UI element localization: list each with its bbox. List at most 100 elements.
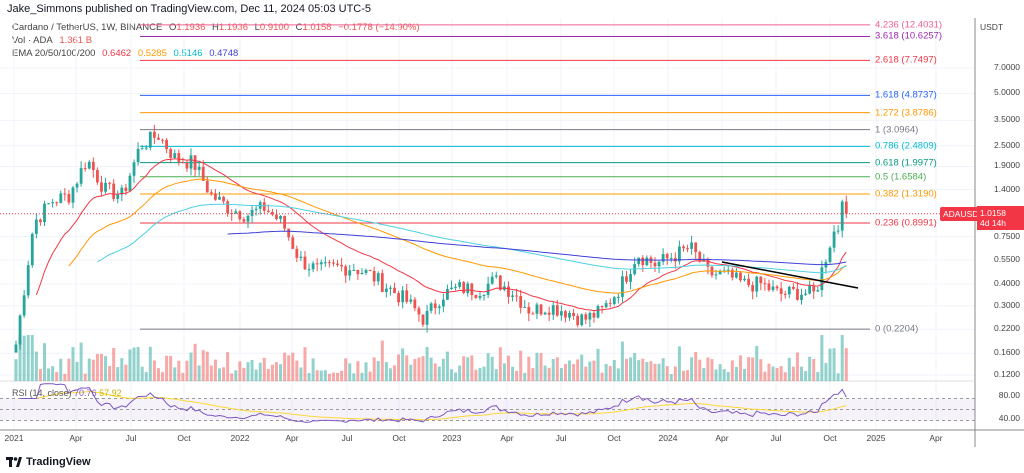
fib-level-label: 1.272 (3.8786): [875, 107, 937, 119]
candle-body: [193, 155, 197, 170]
price-axis-label: 0.5500: [994, 254, 1020, 265]
candle-body: [425, 310, 429, 325]
candle-body: [226, 201, 230, 214]
ema200-value: 0.4748: [209, 48, 239, 59]
currency-label[interactable]: USDT: [980, 22, 1004, 32]
volume-bar: [498, 347, 502, 381]
price-axis-label: 3.5000: [994, 114, 1020, 125]
candle-body: [458, 282, 462, 287]
candle-body: [730, 269, 734, 278]
volume-bar: [470, 355, 474, 381]
ema200-line: [227, 230, 847, 266]
volume-bar: [91, 359, 95, 381]
candle-body: [812, 285, 816, 292]
volume-bar: [55, 371, 59, 381]
volume-bar: [356, 361, 360, 381]
volume-bar: [319, 370, 323, 381]
volume-bar: [279, 364, 283, 381]
high-label: H: [212, 22, 219, 33]
candle-body: [189, 155, 193, 169]
volume-bar: [629, 357, 633, 381]
candle-body: [242, 219, 246, 222]
candle-body: [214, 193, 217, 200]
candle-body: [600, 306, 604, 308]
candle-body: [694, 242, 698, 253]
candle-body: [657, 261, 661, 267]
volume-bar: [669, 374, 673, 381]
volume-bar: [771, 366, 775, 381]
candle-body: [364, 269, 368, 273]
volume-bar: [808, 356, 812, 381]
candle-body: [450, 287, 453, 289]
volume-bar: [177, 360, 181, 381]
candle-body: [539, 304, 543, 315]
candle-body: [515, 295, 519, 297]
time-axis-label: Apr: [715, 433, 729, 443]
volume-bar: [515, 370, 519, 381]
candle-body: [136, 148, 140, 163]
candle-body: [828, 247, 832, 263]
candle-body: [352, 269, 356, 271]
volume-bar: [625, 358, 628, 381]
symbol-name[interactable]: Cardano / TetherUS, 1W, BINANCE: [12, 22, 163, 33]
candle-body: [348, 270, 352, 276]
candle-body: [356, 269, 360, 275]
volume-bar: [14, 359, 18, 381]
volume-bar: [254, 369, 258, 381]
candle-body: [389, 287, 392, 289]
volume-bar: [458, 365, 462, 381]
volume-bar: [751, 357, 755, 381]
volume-bar: [454, 372, 458, 381]
time-axis-label: 2023: [442, 433, 462, 443]
candle-body: [462, 282, 466, 294]
candle-body: [401, 290, 405, 303]
candle-body: [511, 295, 514, 297]
low-label: L: [254, 22, 260, 33]
volume-bar: [156, 368, 160, 381]
volume-bar: [608, 366, 612, 381]
fib-level-label: 3.618 (10.6257): [875, 30, 943, 42]
volume-bar: [665, 366, 669, 381]
tradingview-logo[interactable]: TradingView: [6, 456, 91, 468]
volume-bar: [376, 361, 380, 381]
volume-bar: [604, 363, 608, 381]
volume-bar: [226, 352, 230, 381]
volume-bar: [718, 364, 722, 381]
volume-bar: [673, 366, 677, 381]
volume-bar: [563, 363, 567, 381]
volume-bar: [820, 335, 824, 381]
candle-body: [372, 270, 376, 282]
candle-body: [413, 299, 417, 309]
volume-bar: [413, 359, 417, 381]
candle-body: [641, 257, 645, 266]
rsi-label[interactable]: RSI (14, close): [12, 388, 72, 398]
price-axis-label: 2.5000: [994, 139, 1020, 150]
volume-bar: [584, 366, 588, 381]
fib-level-label: 1.618 (4.8737): [875, 89, 937, 101]
volume-label[interactable]: Vol · ADA: [12, 35, 53, 46]
candle-body: [368, 269, 372, 271]
ema50-line: [68, 178, 847, 294]
volume-bar: [791, 366, 795, 381]
ema-label[interactable]: EMA 20/50/100/200: [12, 48, 96, 59]
candle-body: [173, 153, 177, 158]
candle-body: [759, 276, 763, 284]
fib-level-label: 0.786 (2.4809): [875, 140, 937, 152]
candle-body: [568, 312, 571, 318]
volume-bar: [576, 359, 580, 381]
volume-bar: [779, 366, 783, 381]
volume-bar: [763, 371, 767, 381]
candle-body: [246, 215, 250, 222]
volume-bar: [274, 362, 278, 381]
price-chart[interactable]: [0, 16, 1024, 456]
volume-bar: [706, 357, 710, 381]
candle-body: [18, 315, 22, 345]
candle-body: [808, 285, 812, 294]
candle-body: [507, 286, 510, 297]
close-label: C: [295, 22, 303, 33]
volume-bar: [539, 353, 543, 381]
fib-level-label: 0.5 (1.6584): [875, 171, 927, 183]
volume-bar: [75, 361, 79, 381]
volume-bar: [743, 369, 747, 381]
volume-bar: [283, 352, 287, 381]
